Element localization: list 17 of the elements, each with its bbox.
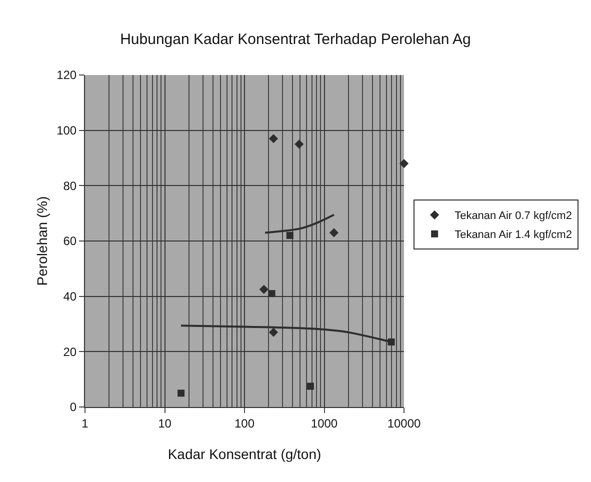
y-axis-title: Perolehan (%) (34, 196, 50, 286)
x-tick-label: 100 (234, 416, 255, 430)
x-tick-label: 10 (158, 416, 172, 430)
x-tick-label: 1000 (310, 416, 338, 430)
y-tick-label: 20 (63, 344, 77, 359)
y-tick-label: 60 (63, 234, 77, 248)
x-tick-label: 10000 (387, 416, 422, 430)
y-tick-label: 120 (56, 68, 77, 82)
legend-label: Tekanan Air 0.7 kgf/cm2 (454, 210, 572, 222)
y-tick-label: 80 (63, 178, 77, 193)
y-tick-label: 0 (70, 400, 77, 414)
y-tick-label: 40 (63, 290, 77, 304)
chart-title: Hubungan Kadar Konsentrat Terhadap Perolehan Ag (120, 31, 471, 48)
y-tick-label: 100 (56, 124, 77, 138)
x-axis-title: Kadar Konsentrat (g/ton) (168, 446, 322, 462)
x-tick-label: 1 (82, 416, 89, 430)
legend-label: Tekanan Air 1.4 kgf/cm2 (454, 229, 572, 242)
